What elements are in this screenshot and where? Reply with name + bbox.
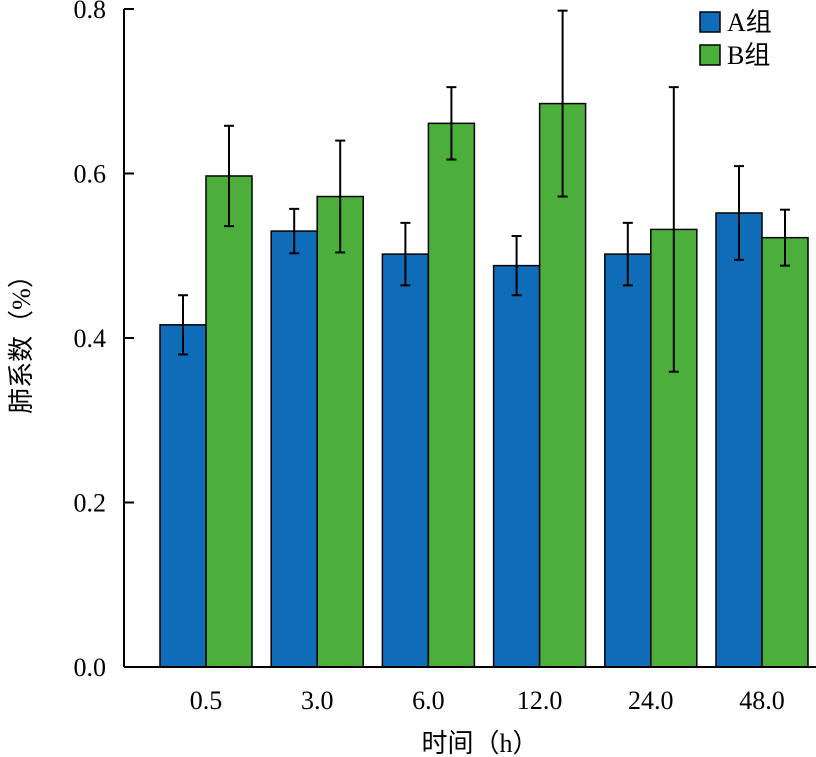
bar-a-3.0 xyxy=(270,230,318,668)
x-tick-label-0.5: 0.5 xyxy=(190,686,223,715)
bar-b-3.0 xyxy=(316,195,364,668)
bar-a-48.0 xyxy=(715,212,763,668)
x-tick-label-6.0: 6.0 xyxy=(412,686,445,715)
y-ticks: 0.0 0.2 0.4 0.6 0.8 xyxy=(74,0,134,682)
x-axis-title: 时间（h） xyxy=(421,729,538,757)
x-tick-label-12.0: 12.0 xyxy=(517,686,563,715)
error-bars-layer xyxy=(178,9,790,373)
y-axis-title: 肺系数（%） xyxy=(7,262,36,414)
legend: A组 B组 xyxy=(699,8,772,70)
x-ticks: 0.5 3.0 6.0 12.0 24.0 48.0 xyxy=(190,686,785,715)
y-tick-label-0.4: 0.4 xyxy=(74,324,107,353)
bars-layer xyxy=(159,102,809,668)
bar-a-6.0 xyxy=(381,253,430,668)
x-tick-label-3.0: 3.0 xyxy=(301,686,334,715)
bar-a-12.0 xyxy=(492,264,541,668)
y-tick-label-0.2: 0.2 xyxy=(74,489,107,518)
bar-a-24.0 xyxy=(604,253,652,668)
y-tick-label-0.8: 0.8 xyxy=(74,0,107,24)
y-tick-label-0.6: 0.6 xyxy=(74,160,107,189)
legend-label-a: A组 xyxy=(727,8,772,37)
bar-b-6.0 xyxy=(427,122,476,668)
legend-swatch-a xyxy=(699,11,721,33)
legend-label-b: B组 xyxy=(727,41,770,70)
x-tick-label-24.0: 24.0 xyxy=(628,686,674,715)
bar-b-48.0 xyxy=(761,236,809,668)
bar-a-0.5 xyxy=(159,324,207,668)
x-tick-label-48.0: 48.0 xyxy=(739,686,785,715)
y-tick-label-0.0: 0.0 xyxy=(74,653,107,682)
bar-b-0.5 xyxy=(205,175,253,668)
legend-swatch-b xyxy=(699,44,721,66)
